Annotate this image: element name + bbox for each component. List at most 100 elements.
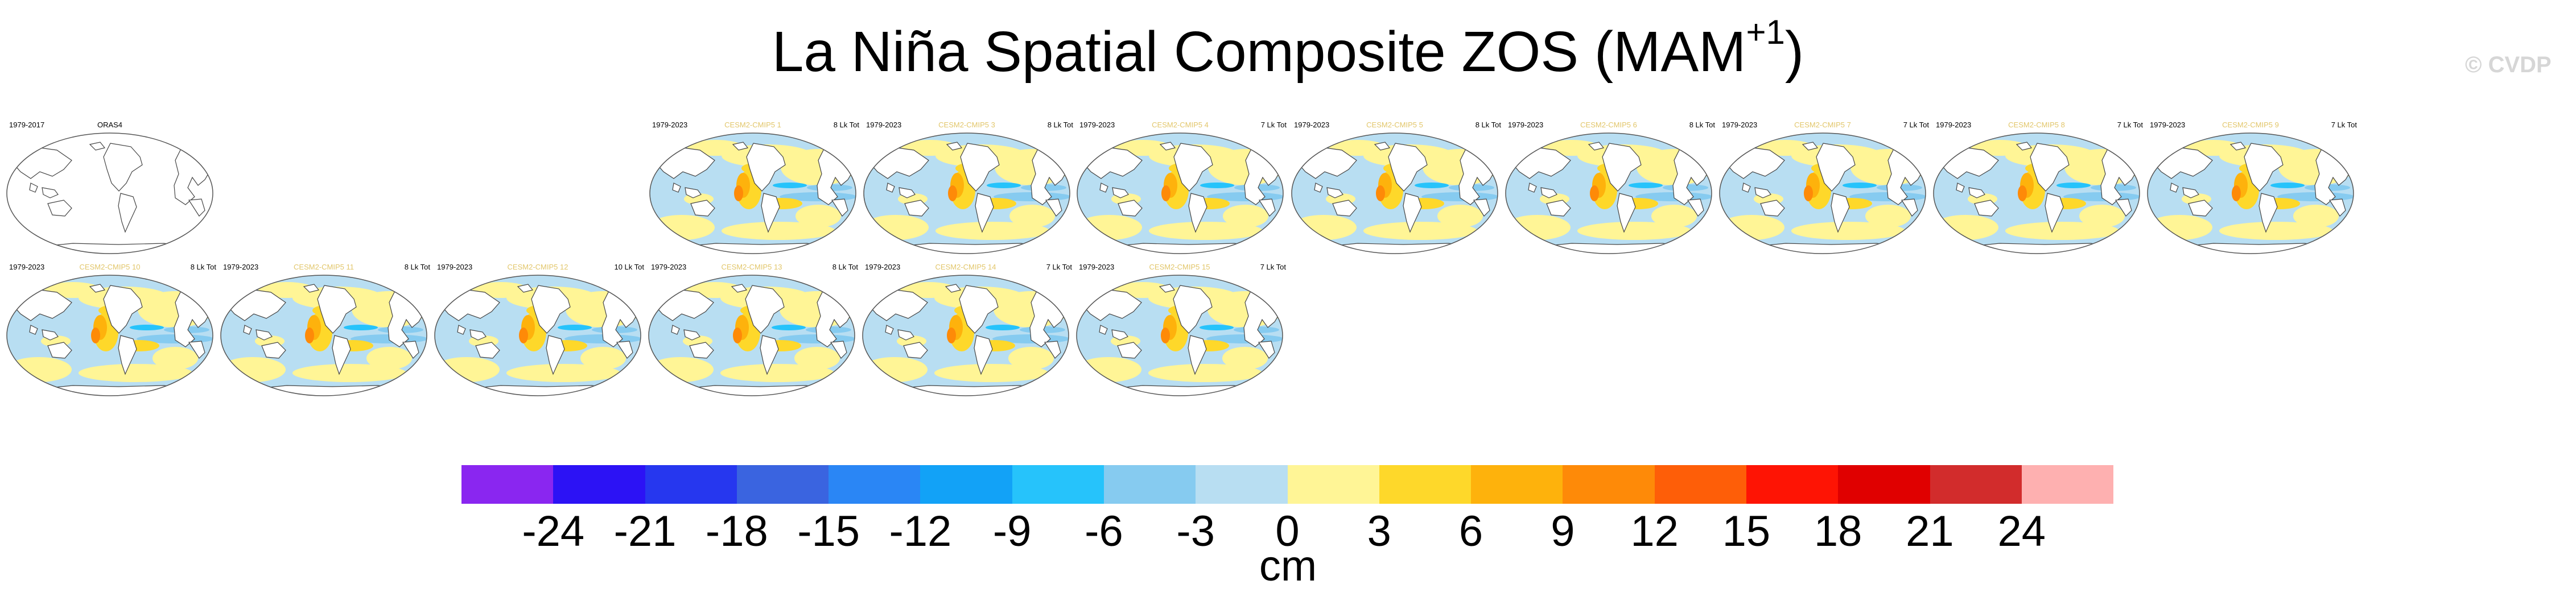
continent-outline — [47, 200, 72, 217]
map-border — [863, 132, 1070, 254]
map-panel: 1979-2023 CESM2-CMIP5 5 8 Lk Tot — [1289, 114, 1501, 256]
panel-count-label: 7 Lk Tot — [2331, 121, 2357, 129]
field-shading — [1363, 222, 1477, 240]
map-panel: 1979-2023 CESM2-CMIP5 10 8 Lk Tot — [5, 256, 216, 398]
panel-dataset-label: CESM2-CMIP5 6 — [1580, 121, 1637, 129]
map-svg — [1719, 132, 1926, 254]
colorbar-segment — [920, 465, 1012, 504]
continent-outline — [1118, 200, 1143, 217]
panel-count-label: 10 Lk Tot — [614, 263, 644, 271]
continent-outline — [2188, 200, 2213, 217]
colorbar-tick-label: 12 — [1630, 507, 1679, 556]
panel-count-label: 8 Lk Tot — [833, 121, 859, 129]
map-svg — [863, 132, 1070, 254]
map-svg — [1505, 132, 1712, 254]
continent-outline — [1117, 342, 1142, 359]
panel-dataset-label: CESM2-CMIP5 11 — [294, 263, 354, 271]
continent-outline — [1901, 198, 1918, 217]
panel-count-label: 8 Lk Tot — [832, 263, 858, 271]
field-shading — [1577, 222, 1691, 240]
field-shading — [1200, 325, 1234, 330]
field-shading — [2005, 222, 2119, 240]
panel-period-label: 1979-2023 — [1294, 121, 1330, 129]
continent-outline — [732, 142, 749, 151]
field-shading — [2270, 183, 2305, 188]
continent-outline — [89, 284, 106, 293]
field-shading — [722, 222, 835, 240]
continent-outline — [1831, 193, 1850, 233]
continent-outline — [47, 342, 72, 359]
field-shading — [649, 357, 714, 382]
field-shading — [773, 183, 807, 188]
map-border — [1719, 132, 1926, 254]
continent-outline — [2115, 198, 2132, 217]
map-panel: 1979-2023 CESM2-CMIP5 11 8 Lk Tot — [219, 256, 430, 398]
map-border — [1076, 275, 1283, 396]
field-shading — [221, 357, 286, 382]
cvdp-watermark: © CVDP — [2465, 52, 2552, 77]
field-shading — [863, 357, 928, 382]
continent-outline — [42, 187, 59, 198]
field-shading — [506, 364, 620, 382]
title-superscript: +1 — [1746, 13, 1785, 51]
field-shading — [1009, 205, 1055, 227]
field-shading — [91, 328, 100, 343]
colorbar-tick-label: -6 — [1085, 507, 1123, 556]
continent-outline — [1099, 325, 1108, 335]
colorbar-segment — [1196, 465, 1288, 504]
continent-outline — [27, 243, 199, 254]
colorbar-tick-label: 9 — [1551, 507, 1575, 556]
map-panel: 1979-2023 CESM2-CMIP5 15 7 Lk Tot — [1074, 256, 1286, 398]
field-shading — [734, 185, 743, 201]
map-border — [6, 275, 213, 396]
map-panel: 1979-2023 CESM2-CMIP5 1 8 Lk Tot — [648, 114, 859, 256]
continent-outline — [1044, 341, 1061, 359]
colorbar-segment — [553, 465, 645, 504]
panel-dataset-label: CESM2-CMIP5 4 — [1152, 121, 1209, 129]
continent-outline — [745, 285, 785, 334]
field-shading — [1415, 183, 1449, 188]
continent-outline — [1602, 143, 1642, 192]
panel-period-label: 1979-2023 — [437, 263, 473, 271]
colorbar-segment — [736, 465, 829, 504]
colorbar-tick-label: 18 — [1813, 507, 1862, 556]
panel-dataset-label: CESM2-CMIP5 8 — [2008, 121, 2065, 129]
field-shading — [153, 347, 198, 370]
field-shading — [580, 347, 626, 370]
map-panel: 1979-2023 CESM2-CMIP5 6 8 Lk Tot — [1503, 114, 1715, 256]
colorbar-tick-label: -21 — [613, 507, 677, 556]
panel-dataset-label: CESM2-CMIP5 15 — [1149, 263, 1210, 271]
continent-outline — [960, 143, 1000, 192]
continent-outline — [89, 142, 106, 151]
continent-outline — [1111, 329, 1128, 341]
field-shading — [934, 364, 1048, 382]
field-shading — [519, 328, 528, 343]
field-shading — [1008, 347, 1054, 370]
continent-outline — [746, 143, 786, 192]
continent-outline — [616, 341, 633, 359]
continent-outline — [1173, 285, 1213, 334]
continent-outline — [1754, 187, 1771, 198]
continent-outline — [317, 285, 357, 334]
continent-outline — [2244, 143, 2284, 192]
continent-outline — [27, 385, 199, 396]
continent-outline — [883, 385, 1054, 396]
continent-outline — [1687, 198, 1704, 217]
colorbar-segment — [1012, 465, 1104, 504]
field-shading — [1791, 222, 1905, 240]
map-border — [1077, 132, 1284, 254]
panel-period-label: 1979-2023 — [1508, 121, 1544, 129]
continent-outline — [1617, 193, 1636, 233]
continent-outline — [671, 325, 680, 335]
field-shading — [2293, 205, 2339, 227]
panel-dataset-label: CESM2-CMIP5 12 — [507, 263, 568, 271]
continent-outline — [531, 285, 571, 334]
field-shading — [292, 364, 406, 382]
continent-outline — [29, 183, 38, 193]
map-panel: 1979-2017 ORAS4 — [5, 114, 215, 256]
continent-outline — [1097, 385, 1268, 396]
panel-period-label: 1979-2023 — [1722, 121, 1758, 129]
continent-outline — [241, 385, 413, 396]
field-shading — [1934, 215, 1998, 240]
map-panel: 1979-2023 CESM2-CMIP5 14 7 Lk Tot — [860, 256, 1072, 398]
